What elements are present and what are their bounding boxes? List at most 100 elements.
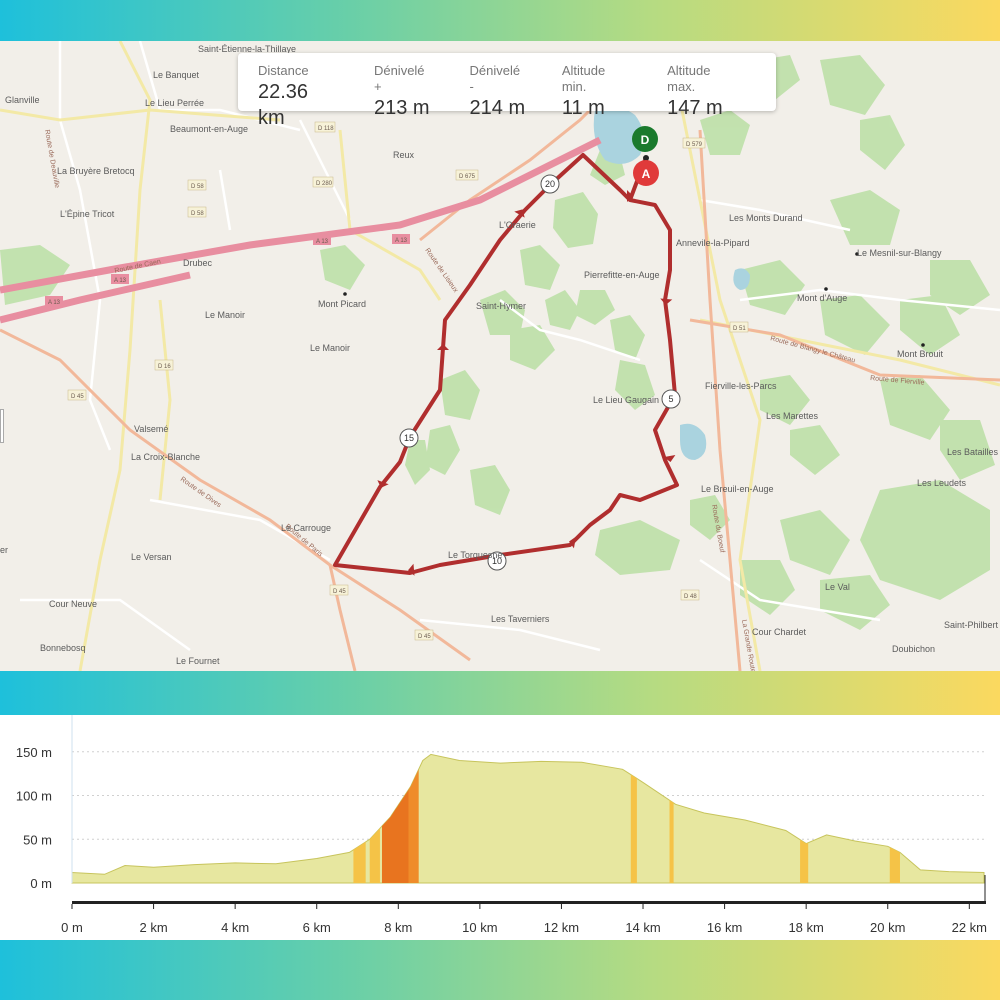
svg-text:Route de Fierville: Route de Fierville (870, 375, 925, 387)
km-marker-5[interactable]: 5 (661, 389, 681, 409)
x-tick-label: 6 km (303, 920, 331, 935)
road-badges: D 118 D 280 D 58 D 58 D 675 D 579 D 16 D… (67, 121, 749, 641)
svg-text:Le Mesnil-sur-Blangy: Le Mesnil-sur-Blangy (857, 248, 942, 258)
svg-text:Le Lieu Perrée: Le Lieu Perrée (145, 98, 204, 108)
peak-markers (343, 252, 925, 347)
route-path[interactable] (333, 153, 679, 575)
svg-text:La Bruyère Bretocq: La Bruyère Bretocq (57, 166, 135, 176)
route-stats-panel: Distance 22.36 km Dénivelé + 213 m Déniv… (238, 53, 776, 129)
elevation-profile-chart[interactable]: 0 m 50 m 100 m 150 m 200 m 0 m 2 km 4 km 6 km 8 k… (0, 715, 1000, 940)
svg-text:D 51: D 51 (733, 326, 746, 332)
svg-text:D 16: D 16 (158, 364, 171, 370)
svg-text:Bonnebosq: Bonnebosq (40, 643, 86, 653)
start-marker[interactable]: D (632, 126, 658, 161)
x-tick-label: 18 km (788, 920, 823, 935)
steep-segment (369, 828, 380, 883)
stat-value: 213 m (373, 97, 430, 119)
svg-text:Mont Picard: Mont Picard (318, 299, 366, 309)
steep-segment (408, 769, 419, 883)
woodland-layer (0, 55, 995, 630)
steep-segment (669, 800, 674, 883)
x-tick-label: 14 km (625, 920, 660, 935)
svg-text:Les Leudets: Les Leudets (917, 478, 967, 488)
km-marker-15[interactable]: 15 (399, 428, 419, 448)
x-tick-label: 4 km (221, 920, 249, 935)
svg-text:Les Batailles: Les Batailles (947, 447, 999, 457)
stat-altitude-max: Altitude max. 147 m (667, 63, 742, 119)
stat-value: 214 m (469, 97, 526, 119)
y-tick-label: 100 m (16, 789, 52, 804)
svg-text:La Croix-Blanche: La Croix-Blanche (131, 452, 200, 462)
km-marker-10[interactable]: 10 (487, 551, 507, 571)
y-tick-label: 200 m (16, 715, 52, 716)
svg-text:Beaumont-en-Auge: Beaumont-en-Auge (170, 124, 248, 134)
svg-text:er: er (0, 545, 8, 555)
svg-text:5: 5 (668, 394, 673, 404)
end-marker[interactable]: A (633, 160, 659, 186)
svg-text:Mont d'Auge: Mont d'Auge (797, 293, 847, 303)
svg-text:Le Lieu Gaugain: Le Lieu Gaugain (593, 395, 659, 405)
x-tick-label: 10 km (462, 920, 497, 935)
svg-text:20: 20 (545, 179, 555, 189)
y-tick-label: 0 m (30, 876, 52, 891)
stat-elevation-gain: Dénivelé + 213 m (373, 63, 436, 119)
stat-label: Dénivelé + (373, 63, 425, 94)
svg-text:Les Taverniers: Les Taverniers (491, 614, 550, 624)
svg-text:Le Manoir: Le Manoir (205, 310, 245, 320)
svg-text:D 58: D 58 (191, 184, 204, 190)
svg-text:Cour Neuve: Cour Neuve (49, 599, 97, 609)
svg-text:Le Banquet: Le Banquet (153, 70, 200, 80)
stat-value: 22.36 km (258, 81, 309, 129)
x-tick-label: 2 km (139, 920, 167, 935)
stat-label: Altitude min. (561, 63, 606, 94)
steep-segment (889, 847, 900, 883)
svg-text:D 48: D 48 (684, 594, 697, 600)
map-view[interactable]: A 13 A 13 A 13 A 13 D 118 D 280 D 58 D 5… (0, 41, 1000, 671)
elevation-area (71, 753, 985, 884)
svg-text:D: D (641, 133, 650, 147)
svg-text:Fierville-les-Parcs: Fierville-les-Parcs (705, 381, 777, 391)
map-canvas[interactable]: A 13 A 13 A 13 A 13 D 118 D 280 D 58 D 5… (0, 41, 1000, 671)
x-tick-label: 8 km (384, 920, 412, 935)
svg-text:D 579: D 579 (686, 142, 703, 148)
svg-text:D 45: D 45 (71, 394, 84, 400)
svg-text:15: 15 (404, 433, 414, 443)
svg-text:Annevile-la-Pipard: Annevile-la-Pipard (676, 238, 750, 248)
svg-text:Le Breuil-en-Auge: Le Breuil-en-Auge (701, 484, 774, 494)
svg-text:Glanville: Glanville (5, 95, 40, 105)
svg-text:L'Oraerie: L'Oraerie (499, 220, 536, 230)
steep-segment (381, 789, 409, 883)
y-tick-label: 50 m (23, 832, 52, 847)
svg-text:Le Fournet: Le Fournet (176, 656, 220, 666)
svg-text:Le Carrouge: Le Carrouge (281, 523, 331, 533)
svg-text:Route de Lisieux: Route de Lisieux (423, 247, 459, 294)
elevation-profile-panel[interactable]: 0 m 50 m 100 m 150 m 200 m 0 m 2 km 4 km 6 km 8 k… (0, 715, 1000, 940)
svg-text:10: 10 (492, 556, 502, 566)
stat-value: 11 m (561, 97, 605, 119)
steep-segment (353, 841, 366, 883)
svg-text:Doubichon: Doubichon (892, 644, 935, 654)
svg-text:Mont Brouit: Mont Brouit (897, 349, 944, 359)
svg-text:A 13: A 13 (48, 300, 61, 306)
stat-label: Altitude max. (667, 63, 711, 94)
svg-text:Les Monts Durand: Les Monts Durand (729, 213, 803, 223)
svg-text:Le Val: Le Val (825, 582, 850, 592)
x-tick-label: 20 km (870, 920, 905, 935)
stat-distance: Distance 22.36 km (258, 63, 340, 129)
place-labels: Saint-Étienne-la-Thillaye Le Banquet Gla… (0, 44, 999, 666)
svg-text:D 118: D 118 (318, 126, 334, 132)
x-axis-line (72, 901, 986, 904)
svg-text:Saint-Philbert: Saint-Philbert (944, 620, 999, 630)
svg-text:Le Manoir: Le Manoir (310, 343, 350, 353)
side-panel-handle[interactable] (0, 409, 4, 443)
x-tick-label: 16 km (707, 920, 742, 935)
svg-text:Valsemé: Valsemé (134, 424, 168, 434)
svg-text:D 58: D 58 (191, 211, 204, 217)
svg-text:D 280: D 280 (316, 181, 333, 187)
km-marker-20[interactable]: 20 (540, 174, 560, 194)
steep-segment (800, 839, 809, 883)
svg-text:Drubec: Drubec (183, 258, 213, 268)
stat-label: Dénivelé - (469, 63, 521, 94)
x-tick-label: 12 km (544, 920, 579, 935)
stat-value: 147 m (667, 97, 723, 119)
